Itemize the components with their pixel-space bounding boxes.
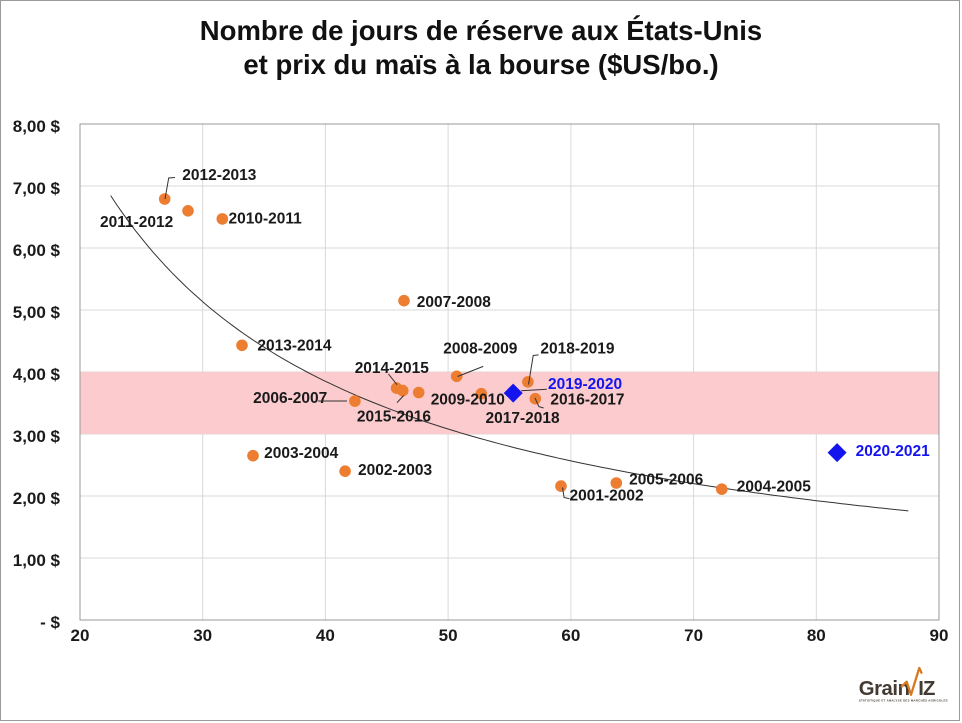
svg-text:STATISTIQUE ET ANALYSE DES MAR: STATISTIQUE ET ANALYSE DES MARCHÉS AGRIC… [859, 698, 948, 703]
svg-text:2013-2014: 2013-2014 [257, 338, 332, 355]
svg-text:2002-2003: 2002-2003 [358, 462, 433, 479]
svg-text:2019-2020: 2019-2020 [548, 376, 622, 393]
svg-text:2011-2012: 2011-2012 [100, 214, 173, 231]
svg-text:2014-2015: 2014-2015 [355, 360, 430, 377]
svg-text:2020-2021: 2020-2021 [856, 443, 931, 460]
svg-text:2010-2011: 2010-2011 [229, 210, 303, 227]
svg-text:Grain: Grain [859, 678, 910, 700]
svg-text:2004-2005: 2004-2005 [737, 479, 812, 496]
svg-text:2001-2002: 2001-2002 [570, 487, 644, 504]
svg-text:2006-2007: 2006-2007 [253, 390, 327, 407]
svg-text:2007-2008: 2007-2008 [417, 294, 492, 311]
svg-text:2017-2018: 2017-2018 [486, 410, 561, 427]
svg-text:2018-2019: 2018-2019 [540, 341, 615, 358]
svg-text:2015-2016: 2015-2016 [357, 409, 432, 426]
svg-text:IZ: IZ [918, 678, 935, 700]
svg-text:2012-2013: 2012-2013 [182, 167, 257, 184]
svg-text:2009-2010: 2009-2010 [431, 392, 505, 409]
svg-text:2008-2009: 2008-2009 [443, 341, 518, 358]
svg-text:2003-2004: 2003-2004 [264, 445, 339, 462]
svg-text:2016-2017: 2016-2017 [550, 391, 624, 408]
svg-text:2005-2006: 2005-2006 [629, 471, 704, 488]
